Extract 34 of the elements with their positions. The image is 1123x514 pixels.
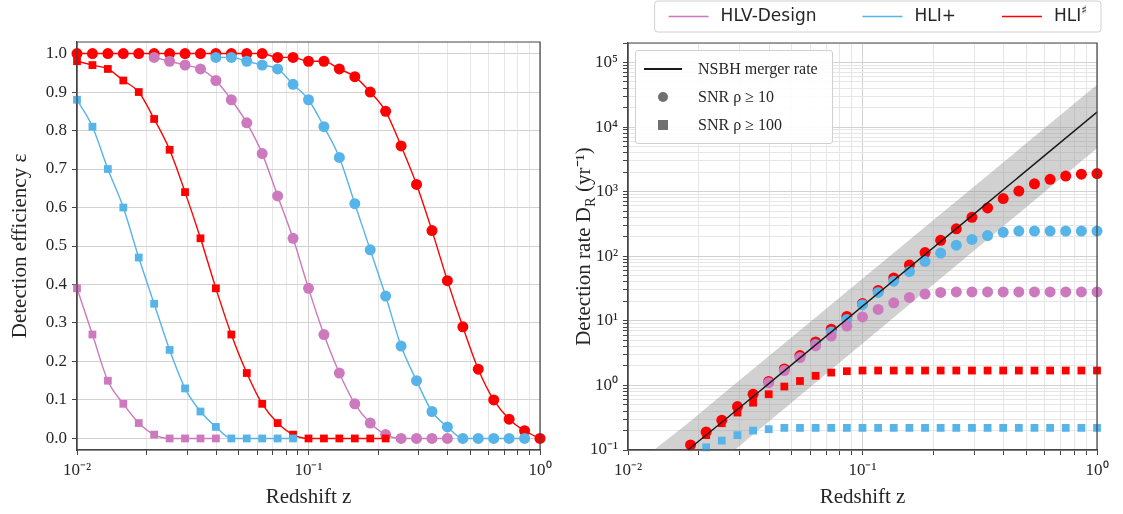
annotation: SNR ρ ≥ 10 [698,88,774,106]
x-axis-title: Redshift z [819,483,906,508]
legend-label: NSBH merger rate [698,60,818,78]
legend-label: HLI♯ [1053,2,1088,25]
y-tick-label: 10² [595,245,618,265]
x-tick-label: 10⁻¹ [848,459,877,479]
legend-label: HLV-Design [720,4,817,25]
x-tick-label: 10⁻¹ [294,459,323,479]
legend-label: HLI+ [914,4,956,25]
y-tick-label: 10⁰ [595,374,618,394]
y-tick-label: 10³ [595,181,618,201]
legend: NSBH merger rate SNR ρ ≥ 10 SNR ρ ≥ 100 [635,50,833,144]
x-tick-label: 10⁻² [613,459,643,479]
y-tick-label: 0.7 [45,158,68,178]
y-tick-label: 0.2 [45,350,67,370]
y-tick-label: 10⁴ [595,116,619,136]
y-axis-title: Detection efficiency ε [6,153,31,339]
y-tick-label: 0.8 [45,120,67,139]
y-tick-label: 0.0 [45,427,67,447]
y-tick-label: 10⁵ [595,51,619,71]
y-tick-label: 0.3 [45,312,67,332]
y-tick-label: 0.4 [45,273,68,293]
y-tick-label: 0.9 [45,81,67,101]
y-tick-label: 0.6 [45,196,67,216]
x-tick-label: 10⁰ [1085,459,1109,479]
x-tick-label: 10⁻² [62,459,92,479]
y-tick-label: 0.5 [45,235,67,255]
x-tick-label: 10⁰ [528,459,552,479]
y-tick-label: 10⁻¹ [589,439,618,459]
annotation: SNR ρ ≥ 100 [698,116,782,134]
y-tick-label: 0.1 [45,389,67,409]
x-axis-title: Redshift z [265,483,352,508]
y-tick-label: 10¹ [595,310,618,330]
y-tick-label: 1.0 [45,43,67,63]
